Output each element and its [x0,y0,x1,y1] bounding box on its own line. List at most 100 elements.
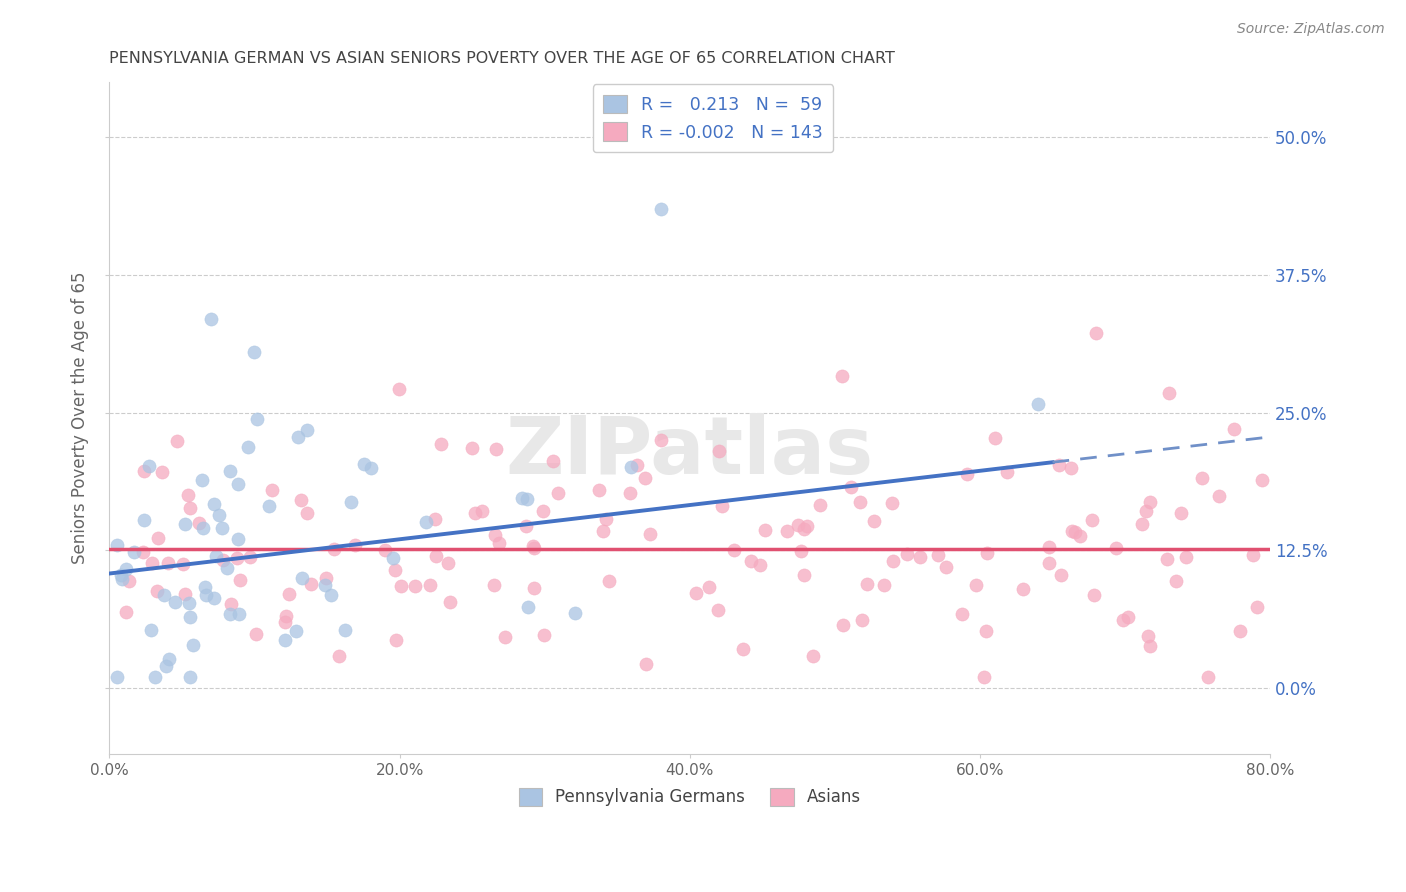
Point [111,572,134,586]
Point [1157,385,1180,400]
Point [157,556,180,570]
Point [295,507,318,521]
Point [1139,495,1161,509]
Point [388,383,411,397]
Point [793,568,815,582]
Point [172,557,194,571]
Point [257,500,280,514]
Point [1139,639,1161,653]
Point [1241,549,1264,563]
Point [404,579,426,593]
Point [437,556,460,570]
Point [425,512,447,526]
Point [179,670,201,684]
Point [855,576,877,591]
Point [146,583,169,598]
Point [166,434,188,449]
Point [278,587,301,601]
Point [291,571,314,585]
Point [983,431,1005,445]
Point [775,524,797,538]
Point [1060,524,1083,538]
Legend: Pennsylvania Germans, Asians: Pennsylvania Germans, Asians [512,781,868,814]
Point [974,624,997,638]
Point [343,539,366,553]
Point [246,411,269,425]
Point [202,497,225,511]
Point [205,549,228,564]
Point [1116,610,1139,624]
Point [143,670,166,684]
Point [328,649,350,664]
Point [208,508,231,523]
Point [132,513,155,527]
Point [950,607,973,621]
Point [229,573,252,587]
Point [793,522,815,536]
Point [236,441,259,455]
Text: PENNSYLVANIA GERMAN VS ASIAN SENIORS POVERTY OVER THE AGE OF 65 CORRELATION CHAR: PENNSYLVANIA GERMAN VS ASIAN SENIORS POV… [110,51,896,66]
Point [177,596,200,610]
Point [1038,540,1060,554]
Point [200,312,222,326]
Point [273,615,295,629]
Y-axis label: Seniors Poverty Over the Age of 65: Seniors Poverty Over the Age of 65 [72,272,89,565]
Point [1246,599,1268,614]
Point [706,602,728,616]
Point [299,577,322,591]
Point [243,345,266,359]
Point [1047,458,1070,472]
Point [626,458,648,472]
Point [297,424,319,438]
Point [707,444,730,458]
Point [105,670,128,684]
Point [314,578,336,592]
Point [754,523,776,537]
Point [638,526,661,541]
Point [531,503,554,517]
Point [284,624,307,638]
Point [464,506,486,520]
Point [731,641,754,656]
Point [482,578,505,592]
Point [1069,529,1091,543]
Point [1050,567,1073,582]
Point [1011,582,1033,596]
Point [831,368,853,383]
Text: Source: ZipAtlas.com: Source: ZipAtlas.com [1237,22,1385,37]
Point [118,574,141,588]
Point [976,545,998,559]
Point [650,202,672,216]
Point [965,578,987,592]
Point [790,544,813,558]
Point [228,607,250,621]
Point [419,578,441,592]
Point [239,550,262,565]
Point [1130,516,1153,531]
Point [1135,503,1157,517]
Point [523,582,546,596]
Point [226,532,249,546]
Point [740,554,762,568]
Point [360,460,382,475]
Point [276,609,298,624]
Point [598,574,620,588]
Point [516,491,538,506]
Point [956,467,979,481]
Point [157,652,180,666]
Point [384,563,406,577]
Point [564,606,586,620]
Point [1105,541,1128,555]
Point [1229,624,1251,638]
Point [194,580,217,594]
Point [219,607,242,621]
Point [287,430,309,444]
Point [273,632,295,647]
Point [155,659,177,673]
Point [141,623,163,637]
Point [340,494,363,508]
Point [174,517,197,532]
Point [1081,513,1104,527]
Point [723,543,745,558]
Point [851,613,873,627]
